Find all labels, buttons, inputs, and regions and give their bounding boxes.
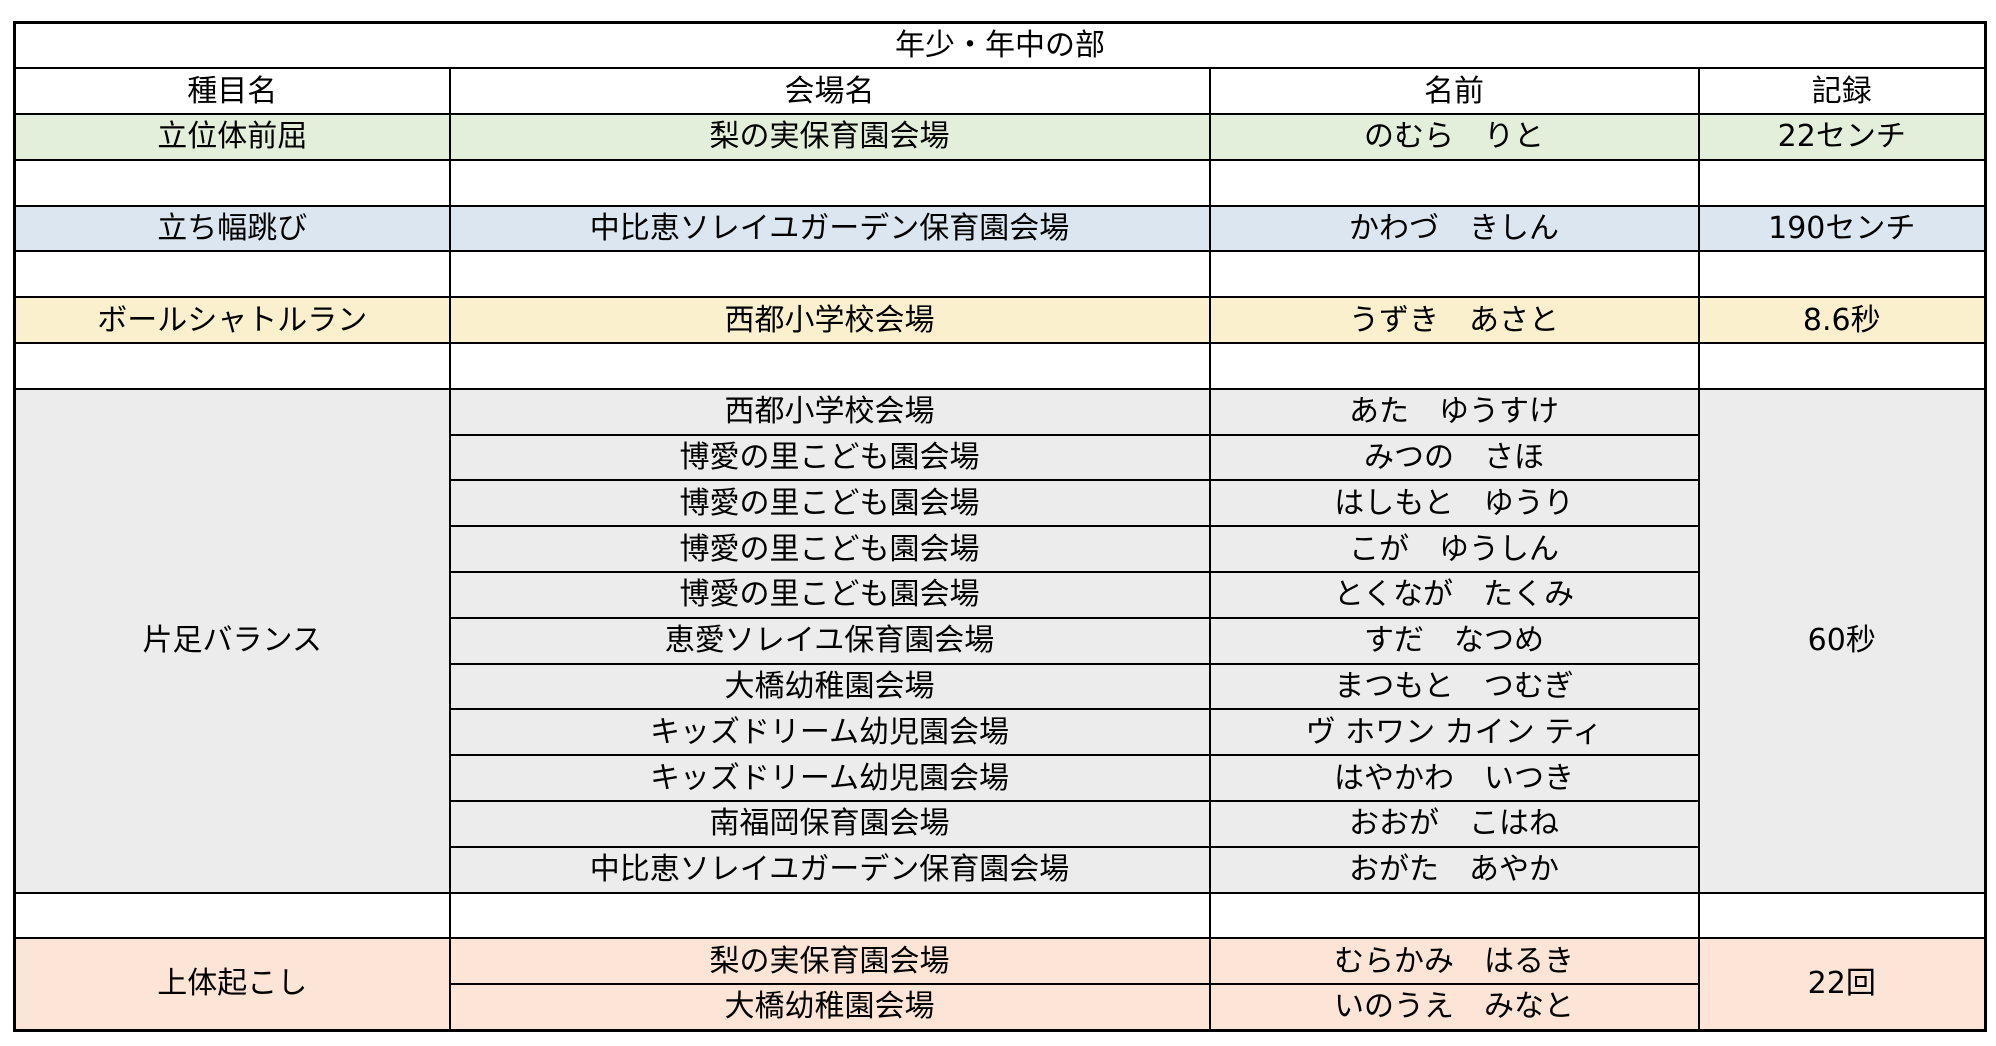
table-row: ボールシャトルラン 西都小学校会場 うずき あさと 8.6秒 (13, 296, 1987, 345)
empty-cell (13, 250, 451, 299)
table-row: キッズドリーム幼児園会場 ヴ ホワン カイン ティ (15, 708, 1986, 757)
empty-row (13, 250, 1987, 299)
venue-cell: 博愛の里こども園会場 (448, 479, 1211, 528)
empty-cell (1697, 158, 1987, 207)
table-row: 片足バランス 西都小学校会場 あた ゆうすけ 60秒 (13, 387, 1987, 894)
venue-cell: 博愛の里こども園会場 (448, 571, 1211, 619)
venue-cell: 中比恵ソレイユガーデン保育園会場 (448, 204, 1211, 253)
name-cell: まつもと つむぎ (1208, 662, 1700, 711)
table-row: 大橋幼稚園会場 まつもと つむぎ (15, 662, 1986, 711)
name-cell: いのうえ みなと (1208, 983, 1700, 1032)
table-row: 博愛の里こども園会場 はしもと ゆうり (15, 479, 1986, 528)
empty-cell (1208, 342, 1700, 390)
table-row: 立位体前屈 梨の実保育園会場 のむら りと 22センチ (13, 113, 1987, 161)
venue-cell: 梨の実保育園会場 (448, 113, 1211, 161)
venue-cell: 南福岡保育園会場 (448, 800, 1211, 848)
empty-cell (13, 342, 451, 390)
table-row: 立ち幅跳び 中比恵ソレイユガーデン保育園会場 かわづ きしん 190センチ (13, 204, 1987, 253)
record-cell: 22回 (1697, 937, 1987, 1032)
empty-cell (448, 158, 1211, 207)
empty-cell (13, 891, 451, 940)
table-row: 南福岡保育園会場 おおが こはね (15, 800, 1986, 848)
name-cell: はしもと ゆうり (1208, 479, 1700, 528)
name-cell: とくなが たくみ (1208, 571, 1700, 619)
name-cell: こが ゆうしん (1208, 525, 1700, 574)
venue-cell: キッズドリーム幼児園会場 (448, 754, 1211, 803)
empty-cell (1208, 158, 1700, 207)
table-row: 恵愛ソレイユ保育園会場 すだ なつめ (15, 616, 1986, 665)
event-name-cell: 立位体前屈 (13, 113, 451, 161)
name-cell: おがた あやか (1208, 845, 1700, 894)
empty-cell (1208, 891, 1700, 940)
name-cell: うずき あさと (1208, 296, 1700, 345)
table-row: 博愛の里こども園会場 こが ゆうしん (15, 525, 1986, 574)
empty-row (13, 891, 1987, 940)
header-row: 種目名 会場名 名前 記録 (13, 67, 1987, 116)
venue-cell: 大橋幼稚園会場 (448, 983, 1211, 1032)
empty-cell (1697, 250, 1987, 299)
event-name-cell: 立ち幅跳び (13, 204, 451, 253)
name-cell: ヴ ホワン カイン ティ (1208, 708, 1700, 757)
page-title: 年少・年中の部 (13, 21, 1987, 70)
results-table: 年少・年中の部 種目名 会場名 名前 記録 立位体前屈 梨の実保育園会場 のむら… (13, 21, 1987, 1032)
header-venue: 会場名 (448, 67, 1211, 116)
venue-cell: 中比恵ソレイユガーデン保育園会場 (448, 845, 1211, 894)
record-cell: 22センチ (1697, 113, 1987, 161)
empty-cell (448, 342, 1211, 390)
venue-cell: キッズドリーム幼児園会場 (448, 708, 1211, 757)
header-record: 記録 (1697, 67, 1987, 116)
table-row: 中比恵ソレイユガーデン保育園会場 おがた あやか (15, 845, 1986, 894)
record-cell: 8.6秒 (1697, 296, 1987, 345)
venue-cell: 西都小学校会場 (448, 296, 1211, 345)
empty-row (13, 342, 1987, 390)
empty-cell (13, 158, 451, 207)
table-row: 大橋幼稚園会場 いのうえ みなと (15, 983, 1986, 1032)
name-cell: あた ゆうすけ (1208, 387, 1700, 436)
table-row: キッズドリーム幼児園会場 はやかわ いつき (15, 754, 1986, 803)
empty-cell (448, 250, 1211, 299)
name-cell: むらかみ はるき (1208, 937, 1700, 986)
name-cell: みつの さほ (1208, 433, 1700, 482)
venue-cell: 梨の実保育園会場 (448, 937, 1211, 986)
empty-cell (1208, 250, 1700, 299)
header-event: 種目名 (13, 67, 451, 116)
event-name-cell: ボールシャトルラン (13, 296, 451, 345)
venue-cell: 博愛の里こども園会場 (448, 525, 1211, 574)
table-row: 博愛の里こども園会場 とくなが たくみ (15, 571, 1986, 619)
name-cell: はやかわ いつき (1208, 754, 1700, 803)
name-cell: のむら りと (1208, 113, 1700, 161)
name-cell: すだ なつめ (1208, 616, 1700, 665)
table-row: 上体起こし 梨の実保育園会場 むらかみ はるき 22回 (13, 937, 1987, 1032)
empty-row (13, 158, 1987, 207)
table-row: 博愛の里こども園会場 みつの さほ (15, 433, 1986, 482)
record-cell: 190センチ (1697, 204, 1987, 253)
venue-cell: 大橋幼稚園会場 (448, 662, 1211, 711)
venue-cell: 恵愛ソレイユ保育園会場 (448, 616, 1211, 665)
title-row: 年少・年中の部 (13, 21, 1987, 70)
empty-cell (448, 891, 1211, 940)
name-cell: おおが こはね (1208, 800, 1700, 848)
event-name-cell: 上体起こし (13, 937, 451, 1032)
event-name-cell: 片足バランス (13, 387, 451, 894)
empty-cell (1697, 891, 1987, 940)
venue-cell: 西都小学校会場 (448, 387, 1211, 436)
header-name: 名前 (1208, 67, 1700, 116)
empty-cell (1697, 342, 1987, 390)
name-cell: かわづ きしん (1208, 204, 1700, 253)
venue-cell: 博愛の里こども園会場 (448, 433, 1211, 482)
record-cell: 60秒 (1697, 387, 1987, 894)
